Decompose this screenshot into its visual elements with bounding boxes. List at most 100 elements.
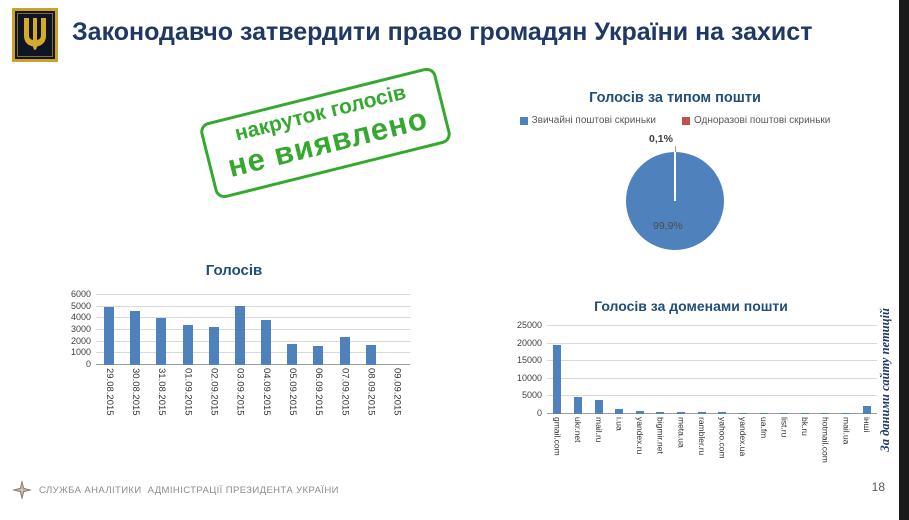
pie-chart-title: Голосів за типом пошти — [589, 90, 761, 106]
pie-plot-area: 0,1% 99,9% — [495, 126, 855, 286]
x-tick-label: 02.09.2015 — [208, 368, 220, 416]
bar-slot — [671, 326, 692, 414]
bar-04.09.2015 — [261, 319, 272, 365]
votes-chart-x-axis: 29.08.2015 30.08.2015 31.08.2015 01.09.2015… — [96, 368, 410, 432]
pie-data-label-big: 99,9% — [653, 220, 683, 232]
bar-slot — [358, 295, 384, 365]
ukraine-coat-of-arms-icon — [12, 8, 58, 62]
bar-slot — [175, 295, 201, 365]
pie-legend: Звичайні поштові скриньки Одноразові пош… — [495, 115, 855, 126]
x-tick-label: 04.09.2015 — [260, 368, 272, 416]
slide-title: Законодавчо затвердити право громадян Ук… — [72, 18, 813, 46]
x-tick-label: інші — [861, 417, 872, 433]
x-tick-label: 08.09.2015 — [365, 368, 377, 416]
x-tick-label: 09.09.2015 — [391, 368, 403, 416]
right-edge-bar — [899, 0, 909, 520]
bar-list.ru — [780, 412, 789, 414]
votes-chart-plot-area — [96, 294, 410, 365]
x-tick-label: bk.ru — [800, 417, 811, 436]
x-tick-label: i.ua — [614, 417, 625, 431]
bar-02.09.2015 — [208, 326, 219, 365]
x-tick-label: 30.08.2015 — [130, 368, 141, 416]
bar-slot — [384, 295, 410, 365]
legend-label: Одноразові поштові скриньки — [693, 115, 831, 126]
x-tick-label: 05.09.2015 — [287, 368, 299, 416]
y-tick-label: 25000 — [516, 320, 542, 330]
bar-slot — [253, 295, 279, 365]
y-tick-label: 1000 — [70, 347, 91, 358]
bar-07.09.2015 — [339, 337, 350, 365]
votes-chart-body: 0 1000 2000 3000 4000 5000 6000 — [58, 289, 410, 369]
y-tick-label: 6000 — [70, 289, 91, 299]
x-tick-label: yandex.ru — [635, 417, 646, 455]
x-tick-label: 31.08.2015 — [156, 368, 168, 416]
gridline — [547, 325, 877, 326]
bar-i.ua — [615, 409, 624, 414]
gridline — [547, 360, 877, 362]
gridline — [547, 413, 877, 414]
bar-slot — [650, 326, 671, 414]
analytics-service-emblem-icon — [12, 480, 32, 500]
bar-yahoo.com — [718, 412, 727, 414]
bar-slot — [568, 326, 589, 414]
gridline — [96, 305, 410, 307]
bar-bigmir.net — [656, 411, 665, 414]
pie-data-label-small: 0,1% — [649, 133, 673, 145]
x-tick-label: rambler.ru — [696, 417, 707, 456]
bar-meta.ua — [677, 411, 686, 414]
bar-slot — [691, 326, 712, 414]
bar-30.08.2015 — [130, 311, 141, 365]
y-tick-label: 0 — [536, 408, 542, 418]
bar-yandex.ua — [738, 412, 747, 414]
x-tick-label: list.ru — [779, 417, 790, 438]
footer: СЛУЖБА АНАЛІТИКИ АДМІНІСТРАЦІЇ ПРЕЗИДЕНТ… — [12, 480, 339, 500]
bar-06.09.2015 — [313, 346, 324, 365]
gridline — [96, 340, 410, 342]
bar-29.08.2015 — [104, 306, 115, 365]
gridline — [547, 395, 877, 397]
gridline — [96, 352, 410, 354]
bar-slot — [609, 326, 630, 414]
bar-slot — [305, 295, 331, 365]
bar-slot — [122, 295, 148, 365]
y-tick-label: 0 — [85, 359, 91, 369]
bar-slot — [227, 295, 253, 365]
x-tick-label: 03.09.2015 — [234, 368, 246, 416]
bar-08.09.2015 — [365, 345, 376, 365]
domain-chart-x-axis: gmail.com ukr.net mail.ru i.ua yandex.ru bigm… — [547, 417, 877, 483]
y-tick-label: 20000 — [516, 337, 542, 348]
bar-slot — [836, 326, 857, 414]
x-tick-label: yandex.ua — [738, 417, 749, 457]
legend-label: Звичайні поштові скриньки — [531, 115, 656, 126]
x-tick-label: ukr.net — [573, 417, 584, 443]
bar-slot — [201, 295, 227, 365]
legend-swatch-red-icon — [681, 116, 690, 125]
gridline — [96, 294, 410, 295]
y-tick-label: 4000 — [70, 312, 91, 323]
trident-icon — [24, 18, 46, 50]
legend-item-regular-mailboxes: Звичайні поштові скриньки — [519, 115, 656, 126]
bar-slot — [279, 295, 305, 365]
x-tick-label: hotmail.com — [820, 417, 831, 463]
gridline — [96, 329, 410, 330]
gridline — [96, 317, 410, 319]
bar-mail.ua — [842, 413, 851, 414]
votes-chart-y-axis: 0 1000 2000 3000 4000 5000 6000 — [58, 289, 96, 369]
x-tick-label: ua.fm — [758, 417, 769, 439]
y-tick-label: 5000 — [70, 300, 91, 311]
pie-chart-votes-by-mail-type: Голосів за типом пошти Звичайні поштові … — [495, 90, 855, 286]
bar-ukr.net — [573, 397, 582, 414]
bar-31.08.2015 — [156, 318, 167, 365]
domain-chart-y-axis: 0 5000 10000 15000 20000 25000 — [505, 320, 547, 418]
bar-ua.fm — [759, 412, 768, 414]
domain-chart-plot-area — [547, 325, 877, 414]
bar-05.09.2015 — [287, 344, 298, 365]
x-tick-label: gmail.com — [552, 417, 563, 456]
page-number: 18 — [871, 480, 885, 494]
legend-swatch-blue-icon — [519, 116, 528, 125]
bar-slot — [774, 326, 795, 414]
footer-text: СЛУЖБА АНАЛІТИКИ АДМІНІСТРАЦІЇ ПРЕЗИДЕНТ… — [39, 484, 339, 496]
bar-chart-votes-per-day: Голосів 0 1000 2000 3000 4000 5000 6000 29.08.… — [58, 262, 410, 432]
domain-chart-body: 0 5000 10000 15000 20000 25000 — [505, 320, 877, 418]
pie-leader-line — [675, 146, 676, 152]
